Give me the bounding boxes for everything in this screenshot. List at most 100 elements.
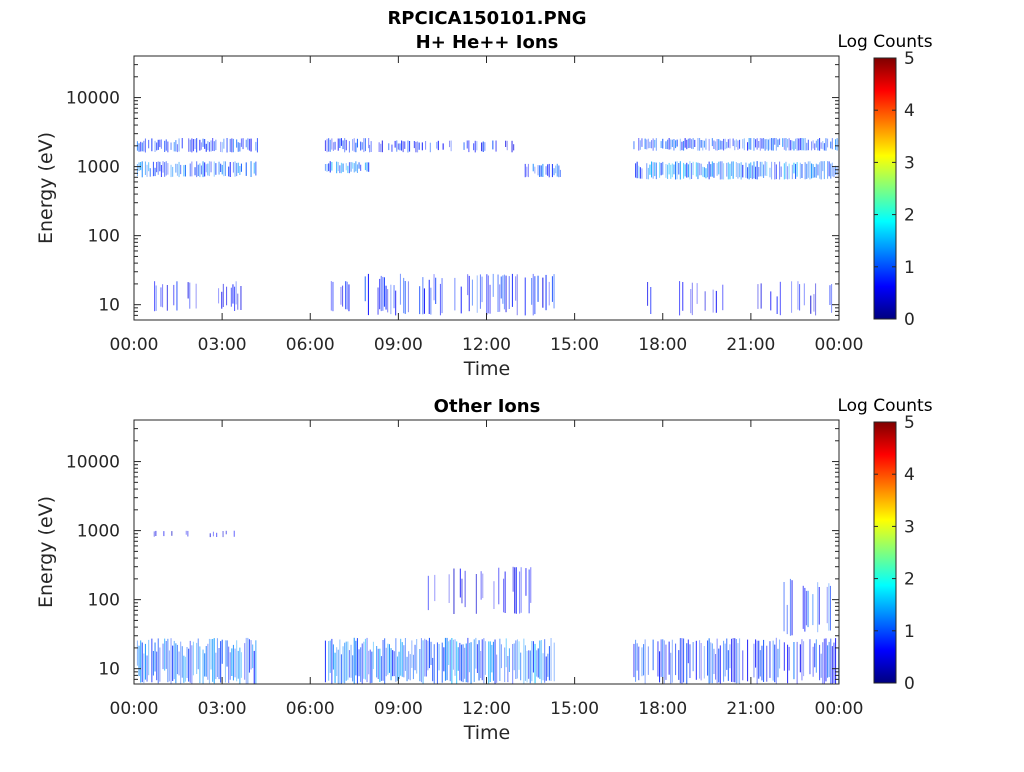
heatmap-cell bbox=[759, 161, 761, 177]
heatmap-cell bbox=[236, 640, 238, 682]
heatmap-cell bbox=[499, 638, 501, 681]
heatmap-cell bbox=[366, 637, 368, 683]
x-tick-label: 09:00 bbox=[374, 335, 423, 355]
heatmap-cell bbox=[662, 138, 664, 149]
heatmap-cell bbox=[508, 648, 510, 672]
heatmap-cell bbox=[555, 165, 557, 174]
heatmap-cell bbox=[463, 142, 465, 150]
heatmap-cell bbox=[789, 578, 791, 636]
heatmap-cell bbox=[742, 650, 744, 681]
heatmap-cell bbox=[820, 653, 822, 678]
heatmap-cell bbox=[705, 168, 707, 179]
heatmap-cell bbox=[511, 273, 513, 307]
heatmap-cell bbox=[498, 567, 500, 605]
panel-title-h-he: H+ He++ Ions bbox=[416, 32, 559, 53]
heatmap-cell bbox=[468, 140, 470, 153]
heatmap-cell bbox=[769, 167, 771, 178]
heatmap-cell bbox=[165, 161, 167, 176]
heatmap-cell bbox=[337, 162, 339, 172]
heatmap-cell bbox=[186, 647, 188, 678]
heatmap-cell bbox=[505, 275, 507, 313]
heatmap-cell bbox=[718, 648, 720, 683]
heatmap-cell bbox=[691, 139, 693, 149]
heatmap-cell bbox=[548, 646, 550, 681]
heatmap-cell bbox=[216, 532, 218, 537]
heatmap-cell bbox=[783, 642, 785, 671]
heatmap-cell bbox=[702, 166, 704, 177]
heatmap-cell bbox=[771, 161, 773, 180]
heatmap-cell bbox=[482, 573, 484, 599]
heatmap-cell bbox=[787, 139, 789, 148]
heatmap-cell bbox=[479, 274, 481, 309]
heatmap-cell bbox=[340, 138, 342, 146]
heatmap-cell bbox=[240, 286, 242, 310]
heatmap-cell bbox=[532, 273, 534, 316]
heatmap-cell bbox=[708, 138, 710, 151]
heatmap-cell bbox=[324, 164, 326, 171]
x-tick-label: 00:00 bbox=[110, 335, 159, 355]
heatmap-cell bbox=[165, 641, 167, 669]
heatmap-cell bbox=[430, 287, 432, 315]
heatmap-cell bbox=[245, 162, 247, 176]
heatmap-cell bbox=[539, 640, 541, 679]
heatmap-cell bbox=[515, 276, 517, 301]
heatmap-cell bbox=[228, 166, 230, 177]
heatmap-cell bbox=[532, 641, 534, 673]
heatmap-cell bbox=[213, 638, 215, 684]
heatmap-cell bbox=[255, 640, 257, 684]
heatmap-cell bbox=[159, 139, 161, 148]
heatmap-cell bbox=[756, 161, 758, 180]
heatmap-cell bbox=[143, 653, 145, 684]
heatmap-cell bbox=[164, 162, 166, 177]
heatmap-cell bbox=[409, 141, 411, 152]
heatmap-cell bbox=[188, 138, 190, 152]
heatmap-cell bbox=[829, 585, 831, 631]
heatmap-cell bbox=[504, 571, 506, 613]
heatmap-cell bbox=[760, 283, 762, 309]
heatmap-cell bbox=[553, 168, 555, 176]
heatmap-cell bbox=[660, 162, 662, 176]
heatmap-cell bbox=[718, 139, 720, 150]
heatmap-cell bbox=[348, 141, 350, 153]
heatmap-cell bbox=[716, 163, 718, 176]
heatmap-cell bbox=[774, 644, 776, 683]
heatmap-cell bbox=[376, 646, 378, 678]
panel-title-other: Other Ions bbox=[434, 396, 541, 417]
heatmap-cell bbox=[326, 164, 328, 172]
heatmap-cell bbox=[812, 646, 814, 677]
heatmap-cell bbox=[176, 644, 178, 675]
heatmap-cell bbox=[364, 162, 366, 171]
heatmap-cell bbox=[638, 646, 640, 681]
heatmap-cell bbox=[157, 638, 159, 684]
heatmap-cell bbox=[224, 640, 226, 683]
heatmap-cell bbox=[408, 651, 410, 680]
heatmap-cell bbox=[466, 140, 468, 149]
heatmap-cell bbox=[180, 641, 182, 684]
heatmap-cell bbox=[340, 654, 342, 684]
heatmap-cell bbox=[731, 161, 733, 176]
heatmap-cell bbox=[247, 637, 249, 684]
heatmap-cell bbox=[812, 594, 814, 626]
heatmap-cell bbox=[462, 644, 464, 683]
heatmap-cell bbox=[454, 277, 456, 311]
heatmap-cell bbox=[796, 641, 798, 684]
heatmap-cell bbox=[215, 652, 217, 680]
colorbar-tick-label: 5 bbox=[904, 413, 915, 433]
heatmap-cell bbox=[675, 161, 677, 180]
heatmap-cell bbox=[232, 138, 234, 153]
heatmap-cell bbox=[515, 640, 517, 679]
heatmap-cell bbox=[633, 643, 635, 678]
heatmap-cell bbox=[160, 139, 162, 149]
heatmap-cell bbox=[534, 643, 536, 684]
heatmap-cell bbox=[747, 639, 749, 682]
heatmap-cell bbox=[250, 161, 252, 177]
heatmap-cell bbox=[140, 162, 142, 171]
heatmap-cell bbox=[732, 138, 734, 147]
heatmap-cell bbox=[207, 643, 209, 680]
heatmap-cell bbox=[756, 640, 758, 684]
heatmap-cell bbox=[686, 643, 688, 684]
heatmap-cell bbox=[164, 140, 166, 152]
heatmap-cell bbox=[237, 142, 239, 152]
heatmap-cell bbox=[647, 282, 649, 306]
heatmap-cell bbox=[438, 644, 440, 671]
